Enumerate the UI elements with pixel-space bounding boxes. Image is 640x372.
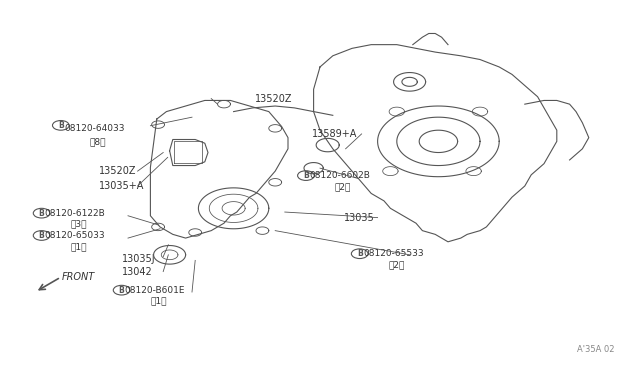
- Text: 08120-65033: 08120-65033: [45, 231, 106, 240]
- Text: FRONT: FRONT: [62, 272, 95, 282]
- Text: A'35A 02: A'35A 02: [577, 345, 614, 354]
- Text: 08120-B601E: 08120-B601E: [125, 286, 186, 295]
- Text: B: B: [39, 231, 44, 240]
- Text: 08120-6122B: 08120-6122B: [45, 209, 106, 218]
- Text: B: B: [303, 171, 308, 180]
- Text: 13520Z: 13520Z: [255, 94, 292, 103]
- Text: （1）: （1）: [150, 297, 167, 306]
- Text: （8）: （8）: [90, 137, 106, 146]
- Text: 08120-64033: 08120-64033: [64, 124, 125, 133]
- Text: 13035J: 13035J: [122, 254, 156, 263]
- Text: （2）: （2）: [388, 260, 405, 269]
- Text: （1）: （1）: [70, 242, 87, 251]
- Text: 08120-65533: 08120-65533: [363, 249, 424, 258]
- Text: B: B: [39, 209, 44, 218]
- Text: 13589+A: 13589+A: [312, 129, 358, 139]
- Text: B: B: [119, 286, 124, 295]
- Text: 08120-6602B: 08120-6602B: [309, 171, 370, 180]
- Text: 13035+A: 13035+A: [99, 181, 145, 191]
- Text: B: B: [357, 249, 362, 258]
- Text: 13035: 13035: [344, 213, 374, 222]
- Text: 13042: 13042: [122, 267, 152, 276]
- Text: （2）: （2）: [335, 182, 351, 191]
- Text: 13520Z: 13520Z: [99, 166, 137, 176]
- Text: （3）: （3）: [70, 220, 87, 229]
- Text: B: B: [58, 121, 63, 130]
